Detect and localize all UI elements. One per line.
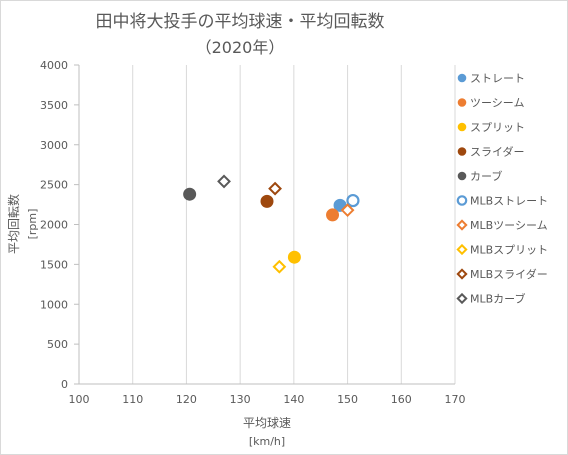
data-point	[183, 187, 197, 201]
y-tick-label: 0	[61, 378, 68, 391]
legend-label: MLBスプリット	[470, 244, 548, 257]
y-tick-label: 500	[47, 338, 68, 351]
legend-marker	[457, 147, 467, 156]
legend-marker	[456, 195, 468, 206]
x-axis-unit: [km/h]	[249, 435, 285, 448]
y-tick-label: 1000	[40, 298, 68, 311]
y-tick-label: 4000	[40, 59, 68, 72]
chart-title: 田中将大投手の平均球速・平均回転数	[96, 12, 385, 32]
data-point	[272, 259, 287, 274]
chart-subtitle: （2020年）	[196, 38, 285, 57]
axes	[74, 64, 455, 385]
legend-label: カーブ	[470, 169, 502, 183]
legend-label: ストレート	[470, 72, 525, 85]
legend-marker	[457, 98, 467, 107]
y-tick-label: 1500	[40, 258, 68, 271]
legend-label: スプリット	[470, 121, 525, 134]
legend-label: MLBストレート	[470, 195, 548, 208]
data-point	[326, 208, 340, 222]
x-axis-label: 平均球速	[243, 416, 291, 430]
gridlines	[132, 65, 456, 384]
data-point	[260, 194, 274, 208]
legend-marker	[456, 219, 468, 231]
y-tick-label: 3500	[40, 99, 68, 112]
legend-label: ツーシーム	[470, 97, 524, 110]
y-tick-label: 2500	[40, 179, 68, 192]
data-point	[346, 193, 360, 208]
x-tick-label: 120	[176, 393, 197, 406]
legend-marker	[456, 243, 468, 256]
legend-marker	[457, 73, 467, 83]
data-point	[268, 181, 282, 196]
data-point	[287, 250, 301, 264]
legend-marker	[456, 268, 468, 280]
x-tick-label: 140	[283, 393, 304, 406]
y-axis-unit: [rpm]	[26, 209, 39, 240]
legend-marker	[457, 122, 467, 132]
x-tick-label: 160	[391, 393, 412, 406]
x-tick-label: 110	[122, 393, 143, 406]
legend-marker	[457, 171, 467, 181]
data-point	[340, 203, 355, 218]
y-tick-label: 3000	[40, 139, 68, 152]
legend-label: MLBスライダー	[470, 267, 548, 281]
x-tick-label: 170	[445, 393, 466, 406]
x-tick-labels: 100 110 120 130 140 150 160 170	[69, 393, 466, 406]
legend-marker	[456, 292, 468, 305]
y-axis-label: 平均回転数	[6, 194, 21, 254]
x-tick-label: 100	[69, 393, 90, 406]
y-tick-label: 2000	[40, 219, 68, 232]
x-tick-label: 130	[230, 393, 251, 406]
legend-label: MLBツーシーム	[470, 219, 548, 232]
legend-label: スライダー	[470, 145, 525, 159]
x-tick-label: 150	[337, 393, 358, 406]
y-tick-labels: 0 500 1000 1500 2000 2500 3000 3500 4000	[40, 59, 68, 391]
legend-label: MLBカーブ	[470, 292, 526, 306]
data-points	[183, 174, 360, 274]
data-point	[217, 174, 231, 189]
